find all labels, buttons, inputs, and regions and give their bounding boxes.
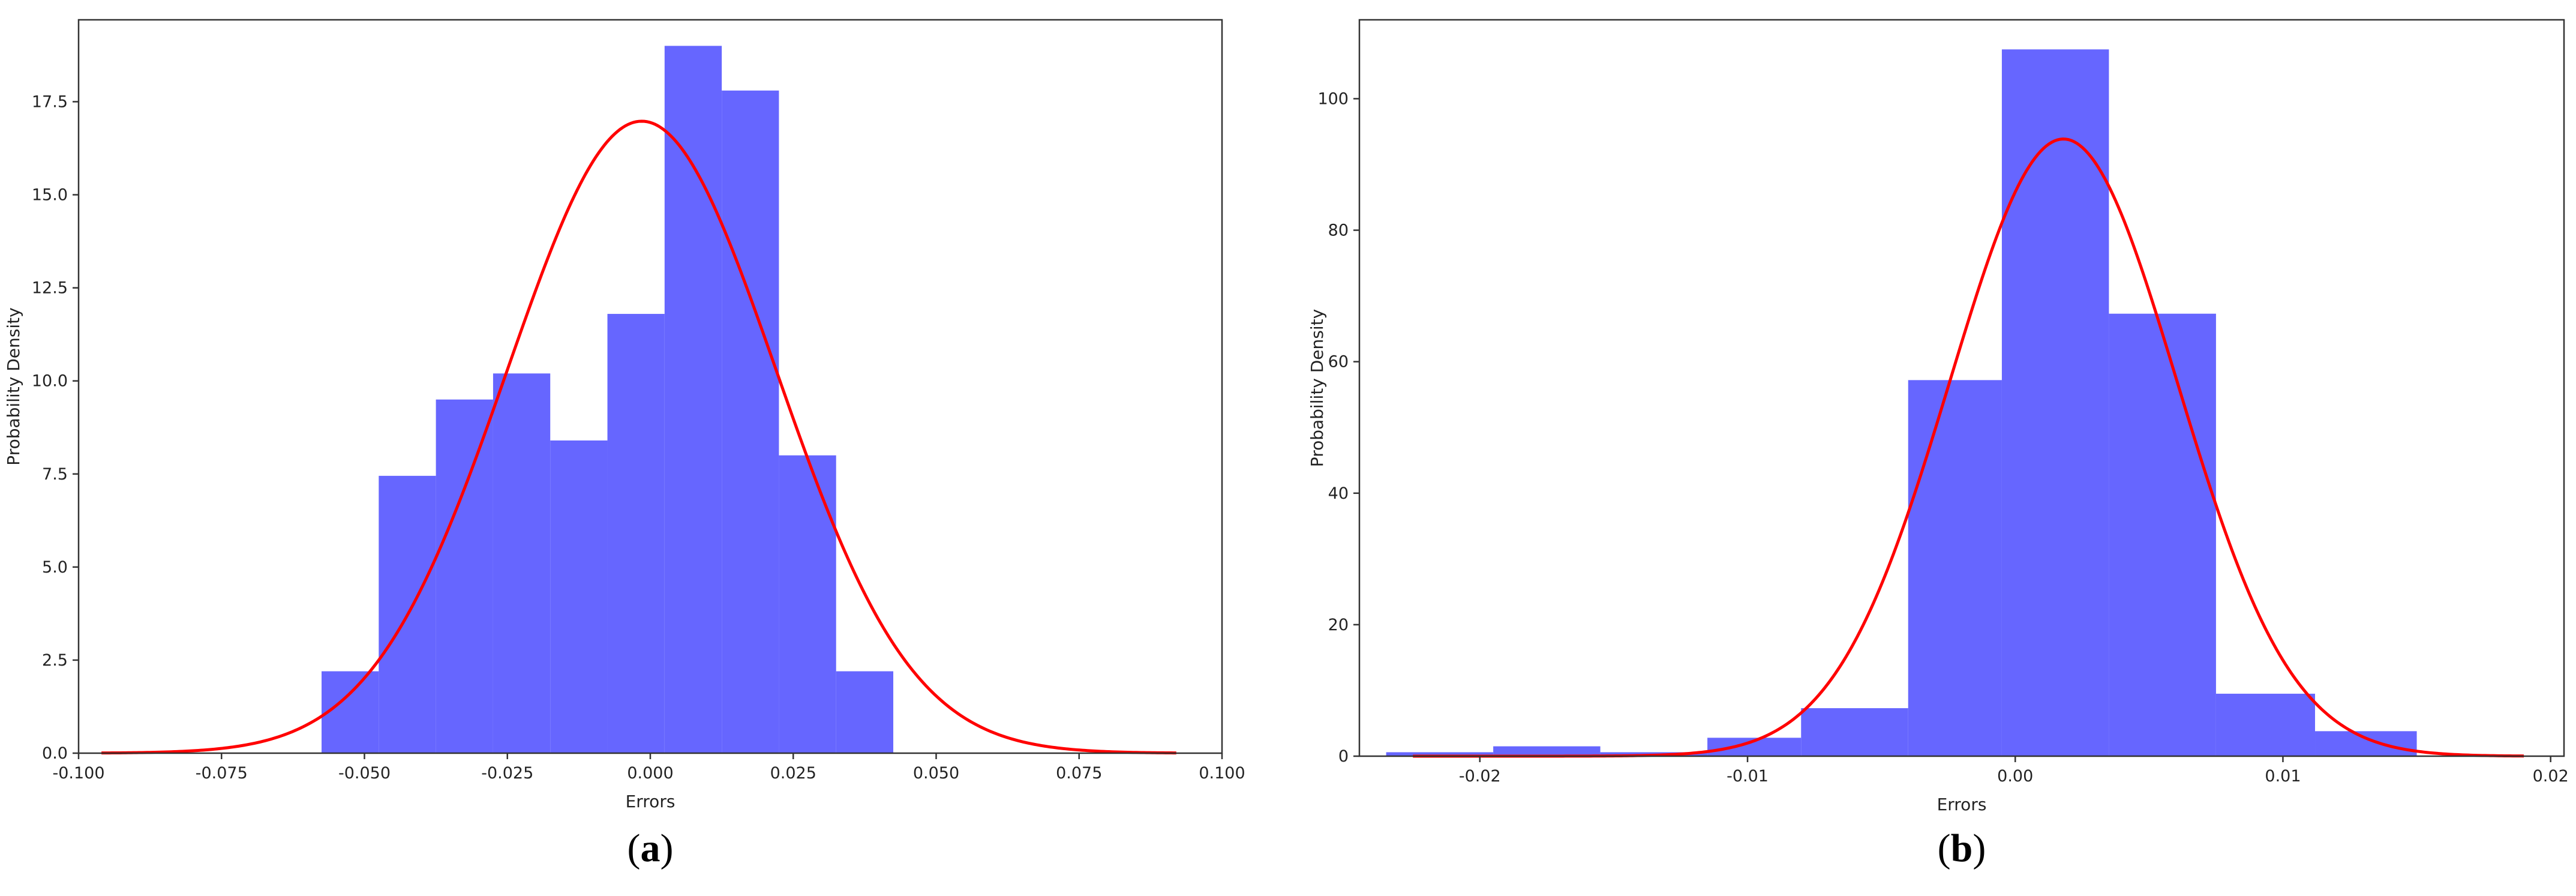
x-tick-label: 0.050 xyxy=(913,764,959,783)
y-tick-label: 40 xyxy=(1328,484,1349,503)
x-tick-label: -0.050 xyxy=(338,764,391,783)
histogram-bar xyxy=(2315,731,2417,756)
x-tick-label: 0.00 xyxy=(1997,767,2033,786)
panel-label-letter: a xyxy=(641,826,660,870)
x-tick-label: 0.02 xyxy=(2533,767,2569,786)
y-tick-label: 20 xyxy=(1328,616,1349,634)
x-tick-label: -0.02 xyxy=(1459,767,1501,786)
x-tick-label: -0.025 xyxy=(481,764,533,783)
y-tick-label: 80 xyxy=(1328,221,1349,240)
y-tick-label: 15.0 xyxy=(32,186,68,205)
y-tick-label: 5.0 xyxy=(42,558,68,577)
chart-panel-a: -0.100 -0.075 -0.050 -0.025 0.000 0.025 0.050 0… xyxy=(4,19,1245,870)
y-tick-label: 12.5 xyxy=(32,279,68,298)
histogram-bar xyxy=(664,46,722,754)
panel-label-letter: b xyxy=(1951,826,1973,870)
histogram-bar xyxy=(1801,708,1908,756)
histogram-bar xyxy=(2109,313,2216,756)
y-tick-label: 100 xyxy=(1317,89,1349,108)
y-axis-label: Probability Density xyxy=(4,307,23,465)
y-axis-label: Probability Density xyxy=(1307,309,1327,467)
x-tick-label: -0.100 xyxy=(52,764,104,783)
x-tick-label: 0.01 xyxy=(2265,767,2301,786)
histogram-bar xyxy=(550,440,608,753)
histogram-bar xyxy=(722,90,779,753)
x-tick-label: 0.100 xyxy=(1199,764,1245,783)
histogram-bar xyxy=(1908,380,2002,756)
panel-label-paren: ( xyxy=(1938,826,1951,870)
histogram-bar xyxy=(322,671,379,753)
x-axis-label: Errors xyxy=(626,792,675,811)
histogram-bar xyxy=(779,455,836,753)
histogram-bar xyxy=(2215,693,2316,756)
panel-label: (a) xyxy=(628,826,674,870)
y-tick-label: 2.5 xyxy=(42,651,68,670)
x-tick-label: 0.025 xyxy=(770,764,816,783)
histogram-bar xyxy=(493,373,551,753)
y-tick-label: 0.0 xyxy=(42,744,68,763)
panel-label-paren: ) xyxy=(1972,826,1986,870)
x-tick-label: 0.075 xyxy=(1056,764,1102,783)
histogram-bar xyxy=(1493,746,1601,756)
y-tick-label: 0 xyxy=(1338,747,1349,766)
histogram-bar xyxy=(436,399,493,753)
x-axis-label: Errors xyxy=(1937,795,1987,814)
panel-label-paren: ) xyxy=(660,826,674,870)
chart-panel-b: -0.02 -0.01 0.00 0.01 0.02 0 20 40 60 80 100 Errors… xyxy=(1307,19,2569,870)
y-tick-label: 7.5 xyxy=(42,465,68,484)
axes-frame xyxy=(1358,19,2565,757)
histogram-bar xyxy=(1386,752,1494,756)
x-tick-label: -0.075 xyxy=(196,764,248,783)
y-tick-label: 10.0 xyxy=(32,372,68,391)
histogram-bar xyxy=(607,314,665,753)
panel-label: (b) xyxy=(1938,826,1986,870)
y-tick-label: 60 xyxy=(1328,353,1349,371)
histogram-bar xyxy=(836,671,894,753)
normal-fit-curve xyxy=(101,119,1176,755)
x-tick-label: -0.01 xyxy=(1727,767,1769,786)
x-tick-label: 0.000 xyxy=(627,764,673,783)
panel-label-paren: ( xyxy=(628,826,641,870)
histogram-bar xyxy=(2001,49,2109,757)
y-tick-label: 17.5 xyxy=(32,92,68,111)
